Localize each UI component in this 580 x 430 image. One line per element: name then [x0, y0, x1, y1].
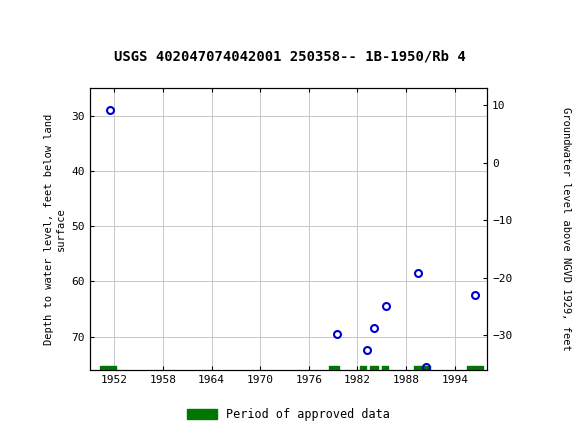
Y-axis label: Depth to water level, feet below land
surface: Depth to water level, feet below land su… — [45, 114, 66, 344]
Legend: Period of approved data: Period of approved data — [183, 403, 394, 426]
Text: USGS: USGS — [67, 14, 122, 31]
Y-axis label: Groundwater level above NGVD 1929, feet: Groundwater level above NGVD 1929, feet — [561, 107, 571, 351]
Text: USGS 402047074042001 250358-- 1B-1950/Rb 4: USGS 402047074042001 250358-- 1B-1950/Rb… — [114, 49, 466, 64]
Bar — [5, 3, 60, 42]
